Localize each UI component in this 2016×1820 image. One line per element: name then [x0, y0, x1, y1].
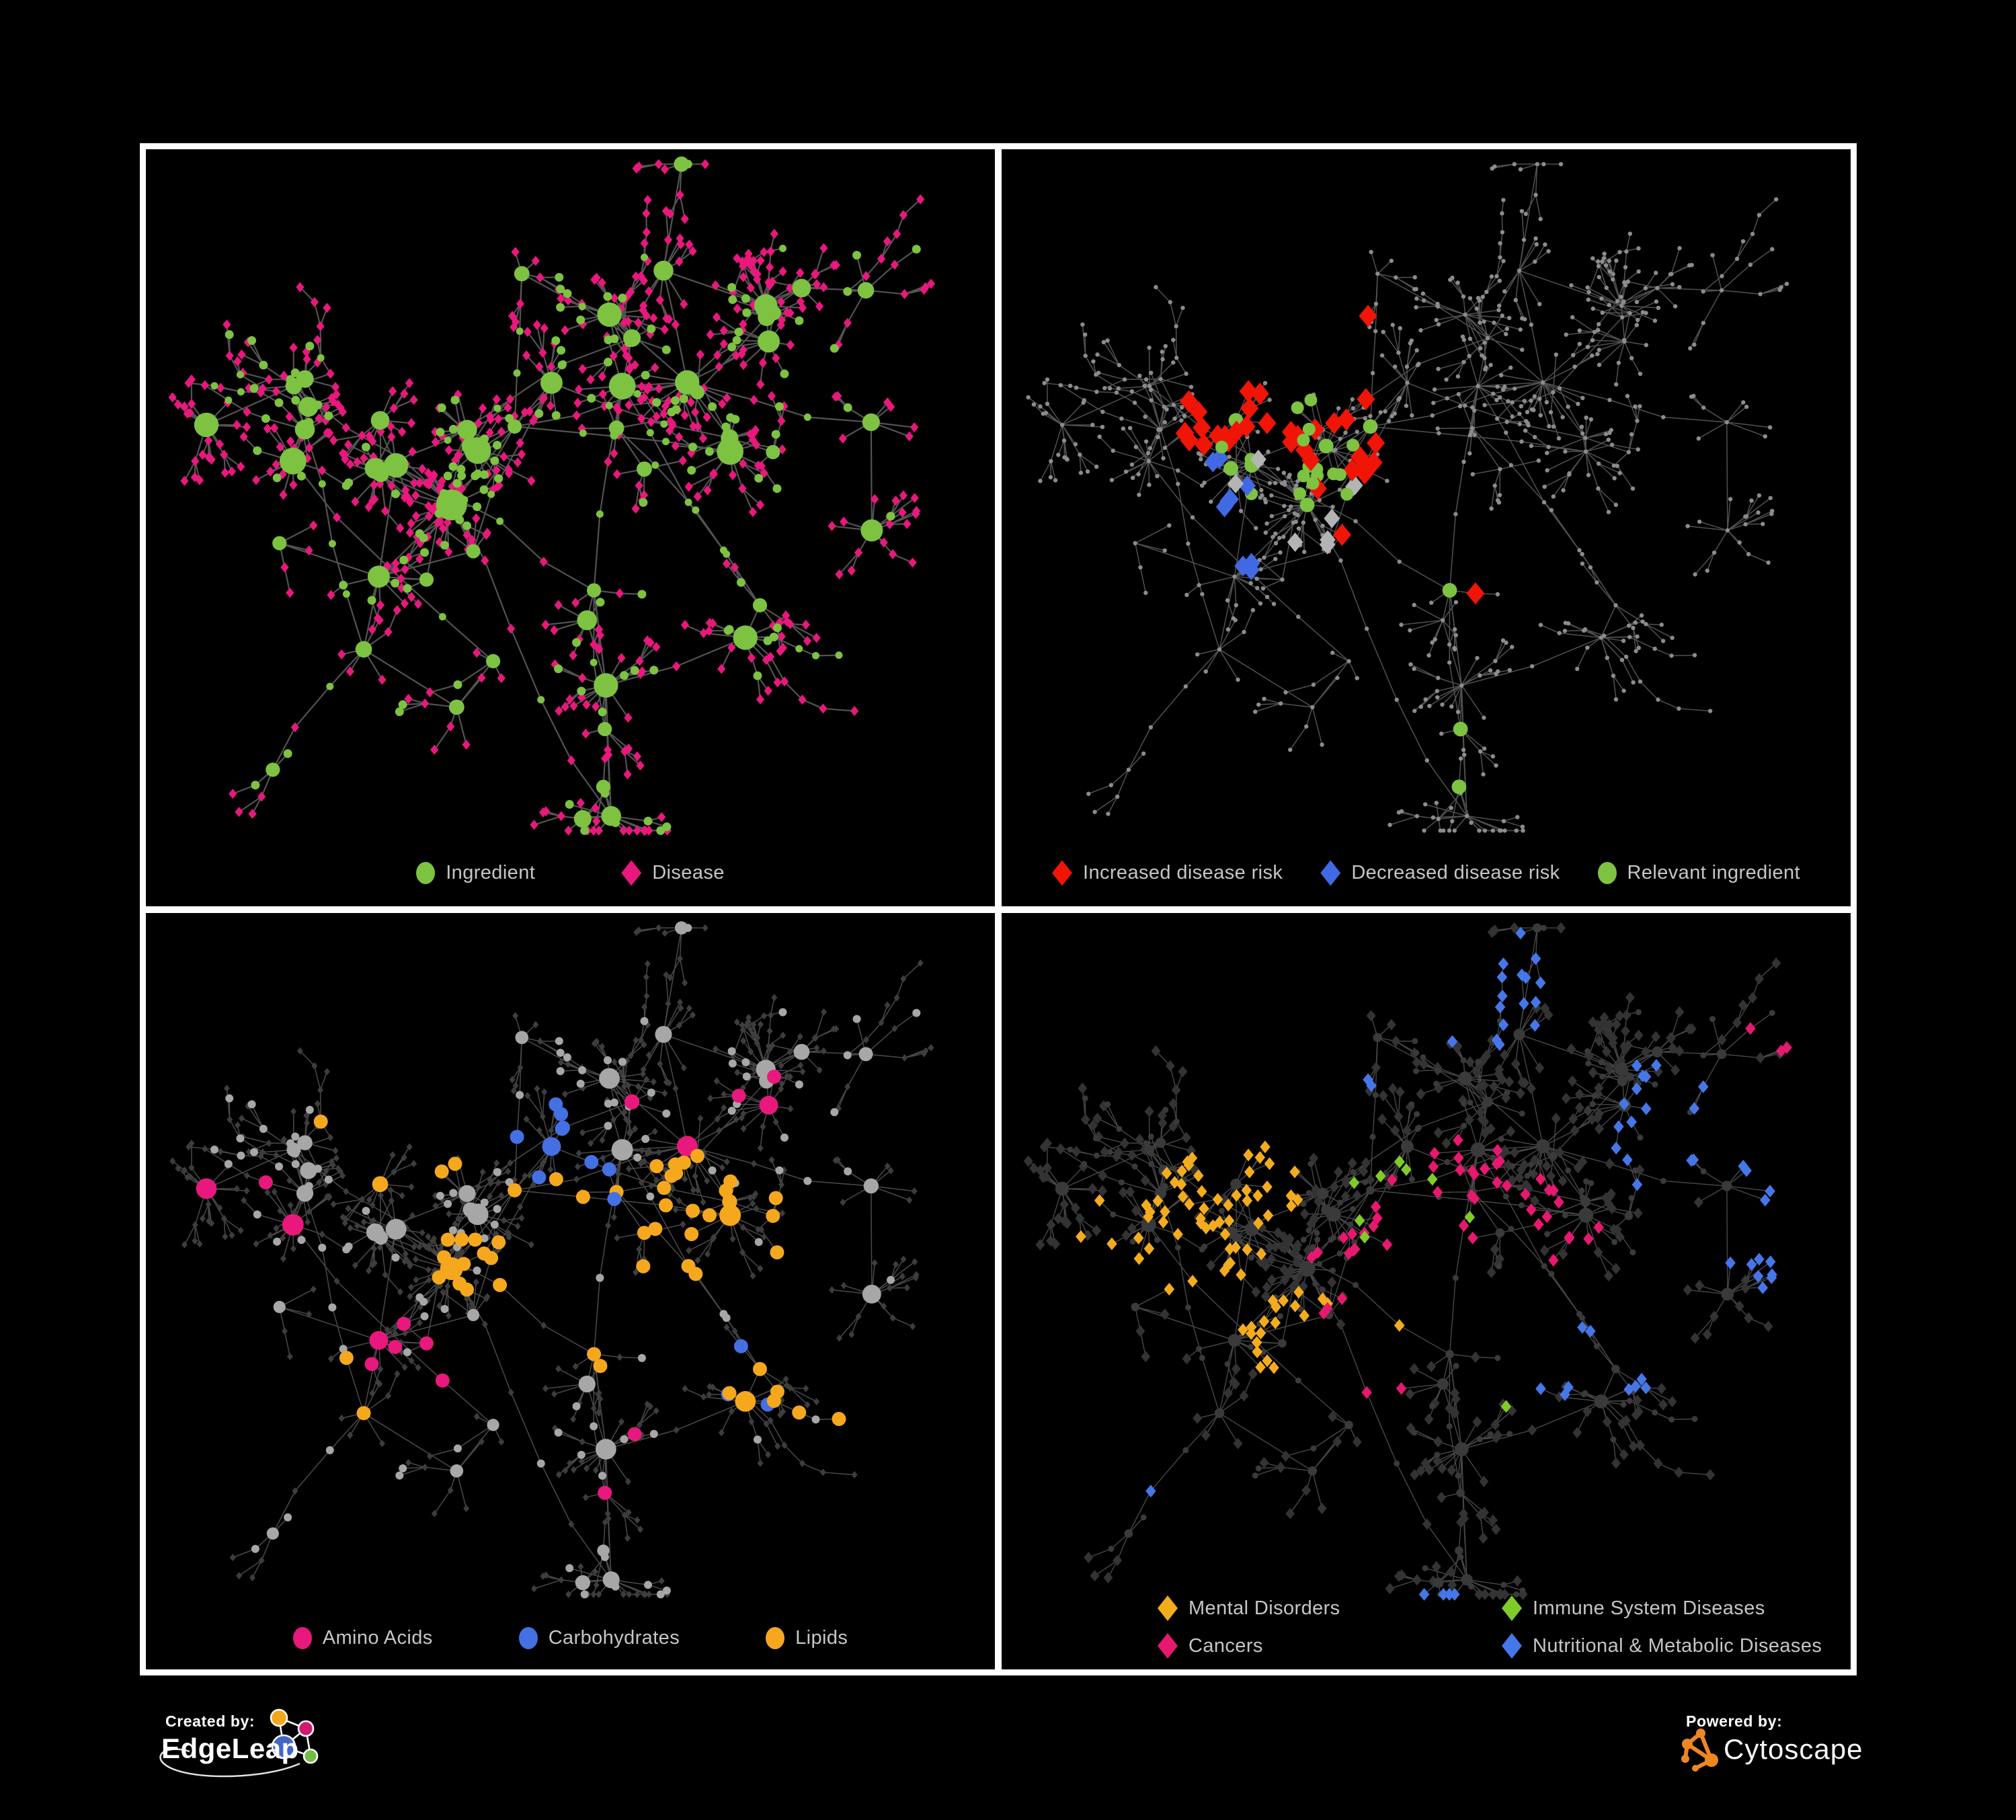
cytoscape-network-nodes-icon	[1681, 1729, 1718, 1772]
cytoscape-logo: Cytoscape	[1681, 1729, 1863, 1772]
panel-disease-classes: Mental Disorders Immune System Diseases …	[1002, 912, 1851, 1669]
network-graph-ingredient-classes	[169, 920, 934, 1598]
lipids-marker-icon	[766, 1627, 785, 1649]
legend-item: Carbohydrates	[518, 1627, 680, 1649]
edgeleap-network-icon	[270, 1708, 319, 1764]
edgeleap-orange-node-icon	[270, 1708, 288, 1727]
legend-label: Cancers	[1188, 1634, 1263, 1657]
edgeleap-swoosh	[159, 1748, 300, 1778]
mental-disorders-marker-icon	[1158, 1595, 1178, 1621]
network-graph-node-types	[168, 156, 936, 836]
legend-item: Ingredient	[416, 862, 535, 884]
edgeleap-pink-node-icon	[297, 1720, 315, 1737]
legend-label: Disease	[652, 862, 725, 883]
legend-disease-classes: Mental Disorders Immune System Diseases …	[1158, 1595, 1822, 1659]
legend-label: Relevant ingredient	[1627, 862, 1801, 883]
cancers-marker-icon	[1158, 1633, 1178, 1659]
amino-acids-marker-icon	[292, 1627, 312, 1649]
increased-risk-marker-icon	[1051, 860, 1072, 886]
legend-item: Cancers	[1158, 1633, 1502, 1659]
legend-label: Immune System Diseases	[1533, 1597, 1765, 1619]
panel-node-types: Ingredient Disease	[146, 149, 995, 906]
edgeleap-green-node-icon	[303, 1748, 319, 1764]
disease-marker-icon	[621, 860, 642, 886]
powered-by-caption: Powered by:	[1686, 1712, 1783, 1730]
panel-grid: Ingredient Disease Increased disease ris…	[140, 143, 1857, 1675]
decreased-risk-marker-icon	[1320, 860, 1341, 886]
legend-label: Ingredient	[446, 862, 536, 883]
nutritional-metabolic-diseases-marker-icon	[1502, 1633, 1522, 1659]
legend-item: Nutritional & Metabolic Diseases	[1502, 1633, 1822, 1659]
legend-label: Amino Acids	[322, 1627, 433, 1649]
legend-label: Increased disease risk	[1082, 862, 1283, 883]
edgeleap-wordmark: EdgeLeap	[161, 1733, 299, 1764]
cytoscape-wordmark: Cytoscape	[1724, 1733, 1863, 1765]
legend-item: Lipids	[766, 1627, 848, 1649]
legend-item: Increased disease risk	[1051, 860, 1283, 886]
panel-ingredient-classes: Amino Acids Carbohydrates Lipids	[146, 912, 995, 1669]
relevant-ingredient-marker-icon	[1597, 862, 1617, 884]
legend-label: Lipids	[795, 1627, 848, 1649]
immune-system-diseases-marker-icon	[1502, 1595, 1522, 1621]
legend-item: Immune System Diseases	[1502, 1595, 1822, 1621]
network-graph-disease-classes	[1023, 922, 1792, 1601]
carbohydrates-marker-icon	[518, 1627, 538, 1649]
legend-label: Carbohydrates	[548, 1627, 680, 1649]
legend-item: Decreased disease risk	[1320, 860, 1560, 886]
legend-item: Disease	[621, 860, 725, 886]
legend-label: Nutritional & Metabolic Diseases	[1533, 1634, 1822, 1657]
edgeleap-logo: EdgeLeap	[159, 1708, 319, 1778]
edgeleap-blue-node-icon	[271, 1734, 296, 1759]
legend-item: Relevant ingredient	[1597, 862, 1801, 884]
legend-ingredient-classes: Amino Acids Carbohydrates Lipids	[146, 1627, 995, 1649]
ingredient-marker-icon	[416, 862, 436, 884]
legend-item: Amino Acids	[292, 1627, 433, 1649]
legend-label: Decreased disease risk	[1351, 862, 1560, 883]
network-graph-disease-risk	[1026, 161, 1789, 833]
legend-item: Mental Disorders	[1158, 1595, 1502, 1621]
legend-node-types: Ingredient Disease	[146, 860, 995, 886]
legend-label: Mental Disorders	[1188, 1597, 1340, 1619]
panel-disease-risk: Increased disease risk Decreased disease…	[1002, 149, 1851, 906]
legend-disease-risk: Increased disease risk Decreased disease…	[1002, 860, 1851, 886]
created-by-caption: Created by:	[165, 1712, 255, 1730]
